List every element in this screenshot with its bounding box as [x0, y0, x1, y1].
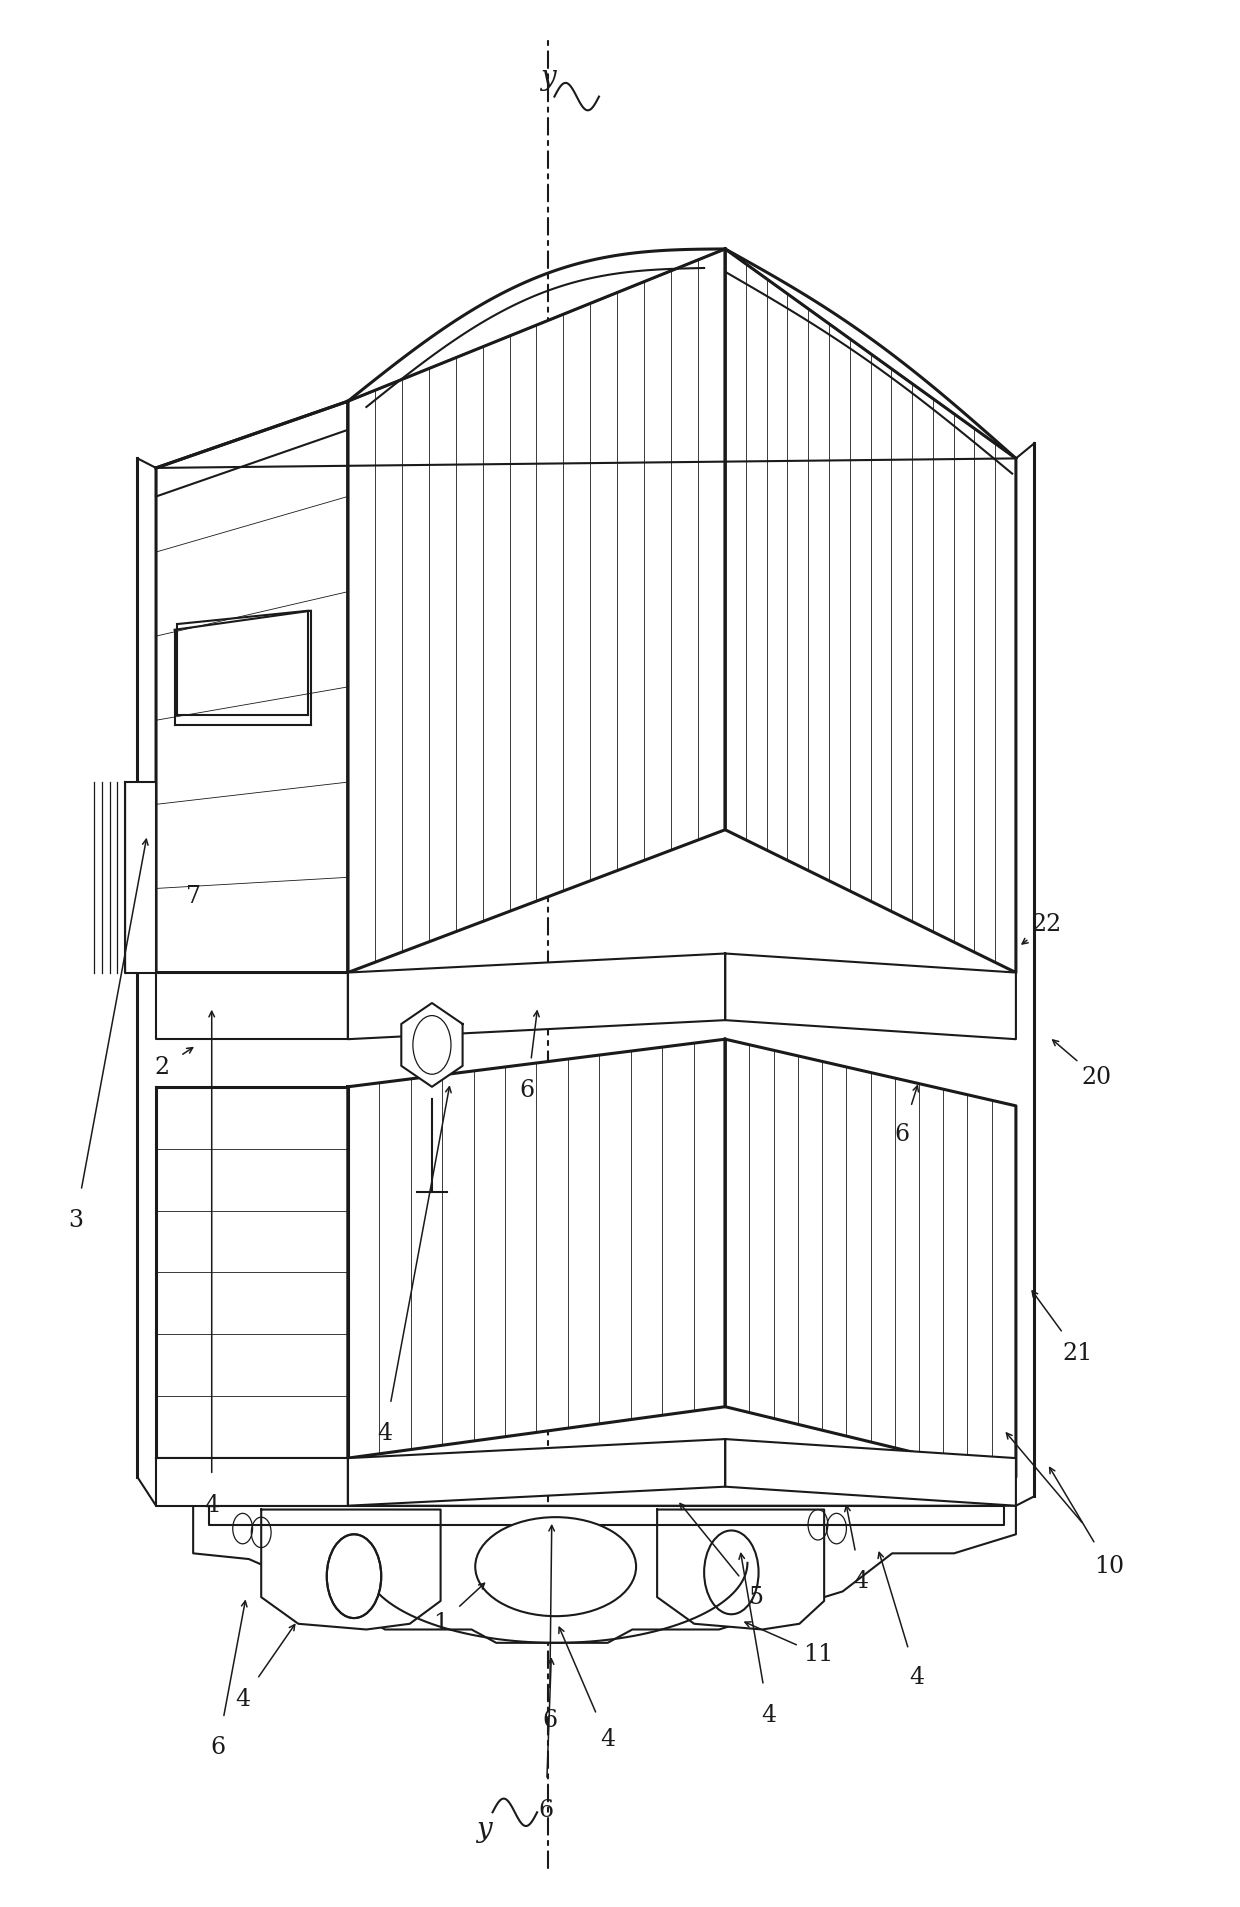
Polygon shape — [725, 1440, 1016, 1507]
Text: 6: 6 — [520, 1079, 534, 1102]
Text: 2: 2 — [155, 1056, 170, 1079]
Polygon shape — [657, 1510, 825, 1629]
Circle shape — [327, 1535, 381, 1617]
Polygon shape — [262, 1510, 440, 1629]
Polygon shape — [725, 1039, 1016, 1478]
Polygon shape — [156, 973, 347, 1039]
Text: 6: 6 — [894, 1123, 910, 1146]
Text: 4: 4 — [236, 1688, 250, 1711]
Text: 21: 21 — [1063, 1343, 1092, 1365]
Text: 11: 11 — [802, 1642, 833, 1665]
Text: 4: 4 — [853, 1569, 869, 1594]
Polygon shape — [347, 250, 725, 973]
Text: 4: 4 — [205, 1495, 219, 1518]
Polygon shape — [402, 1003, 463, 1087]
Text: 7: 7 — [186, 885, 201, 908]
Text: 20: 20 — [1081, 1066, 1111, 1089]
Ellipse shape — [475, 1518, 636, 1615]
Polygon shape — [156, 1087, 347, 1459]
Text: 5: 5 — [749, 1585, 764, 1610]
Polygon shape — [125, 782, 156, 973]
Text: 4: 4 — [600, 1728, 615, 1751]
Polygon shape — [347, 1039, 725, 1459]
Polygon shape — [347, 954, 725, 1039]
Polygon shape — [156, 1459, 347, 1507]
Text: 4: 4 — [761, 1703, 776, 1726]
Polygon shape — [725, 250, 1016, 973]
Polygon shape — [725, 954, 1016, 1039]
Polygon shape — [347, 1440, 725, 1507]
Polygon shape — [156, 250, 1016, 467]
Polygon shape — [193, 1507, 1016, 1642]
Text: 10: 10 — [1094, 1556, 1123, 1579]
Text: 4: 4 — [909, 1665, 925, 1688]
Text: 22: 22 — [1032, 913, 1061, 936]
Text: 6: 6 — [538, 1798, 553, 1821]
Text: y: y — [541, 65, 556, 92]
Text: 4: 4 — [377, 1423, 393, 1446]
Text: 3: 3 — [68, 1209, 83, 1232]
Text: 6: 6 — [211, 1735, 226, 1758]
Text: 6: 6 — [542, 1709, 557, 1732]
Polygon shape — [210, 1507, 1003, 1526]
Text: y: y — [476, 1815, 492, 1842]
Text: 1: 1 — [433, 1611, 448, 1636]
Polygon shape — [156, 400, 347, 973]
